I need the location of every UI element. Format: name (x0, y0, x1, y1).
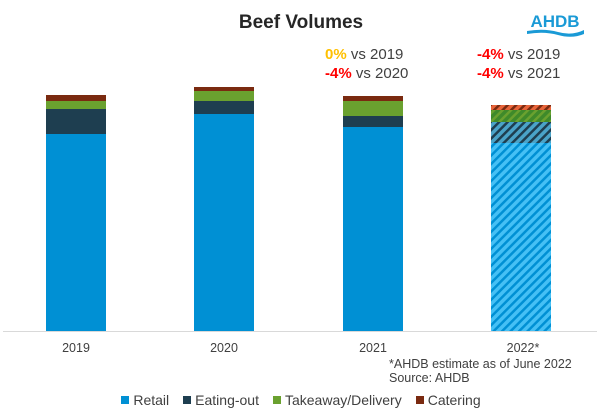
legend-item: Takeaway/Delivery (272, 392, 402, 408)
estimate-note: *AHDB estimate as of June 2022 (389, 357, 572, 371)
bar-takeaway-delivery-2021 (343, 101, 403, 116)
annotation-2022: -4% vs 2019 -4% vs 2021 (477, 45, 560, 83)
bar-catering-2019 (46, 95, 106, 101)
legend-item: Retail (121, 392, 169, 408)
x-tick-label: 2020 (210, 341, 238, 355)
legend-swatch (183, 396, 192, 404)
legend-label: Takeaway/Delivery (284, 392, 402, 408)
legend: Retail Eating-out Takeaway/Delivery Caterin… (0, 392, 602, 408)
bar-takeaway-delivery-2019 (46, 101, 106, 109)
footnote: *AHDB estimate as of June 2022 Source: A… (389, 357, 572, 385)
legend-label: Retail (133, 392, 170, 408)
chart-title: Beef Volumes (238, 12, 364, 33)
legend-swatch (121, 396, 130, 404)
bar-eating-out-2020 (194, 101, 254, 114)
bar-retail-2019 (46, 134, 106, 331)
bar-eating-out-2019 (46, 109, 106, 134)
bar-retail-2022 (491, 143, 551, 331)
bar-takeaway-delivery-2020 (194, 91, 254, 101)
bar-retail-2021 (343, 127, 403, 331)
bar-retail-2020 (194, 114, 254, 331)
bar-catering-2022 (491, 105, 551, 110)
bar-catering-2021 (343, 96, 403, 101)
bar-catering-2020 (194, 87, 254, 91)
legend-item: Eating-out (183, 392, 259, 408)
legend-item: Catering (415, 392, 481, 408)
bar-eating-out-2021 (343, 116, 403, 127)
legend-label: Catering (427, 392, 481, 408)
legend-swatch (415, 396, 424, 404)
source-note: Source: AHDB (389, 371, 470, 385)
legend-label: Eating-out (195, 392, 259, 408)
annotation-line: 0% vs 2019 (325, 46, 404, 63)
logo-text: AHDB (530, 12, 579, 31)
annotation-line: -4% vs 2019 (477, 46, 561, 63)
ahdb-logo: AHDB (527, 12, 584, 37)
x-tick-label: 2021 (359, 341, 387, 355)
bar-eating-out-2022 (491, 122, 551, 143)
annotation-line: -4% vs 2020 (325, 65, 409, 82)
bar-takeaway-delivery-2022 (491, 110, 551, 122)
x-tick-label: 2019 (62, 341, 90, 355)
annotation-2021: 0% vs 2019 -4% vs 2020 (325, 45, 408, 83)
legend-swatch (272, 396, 281, 404)
x-tick-label: 2022* (506, 341, 540, 355)
annotation-line: -4% vs 2021 (477, 65, 561, 82)
